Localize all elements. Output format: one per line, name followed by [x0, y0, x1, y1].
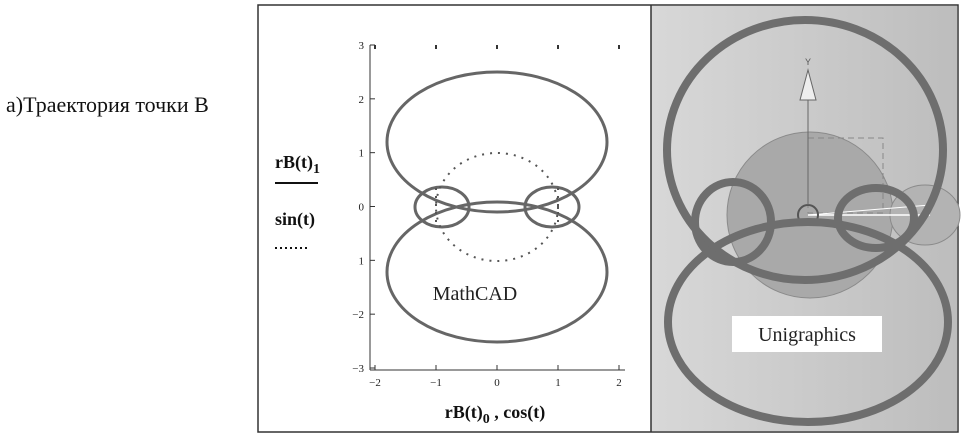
plot-annotation: MathCAD: [433, 283, 517, 305]
axis-label: Y: [805, 57, 811, 67]
x-tick-label: −1: [430, 377, 442, 389]
x-tick-label: 0: [494, 377, 500, 389]
y-tick-label: 0: [359, 202, 365, 214]
y-tick-label: −3: [352, 363, 364, 375]
y-tick-label: 1: [359, 148, 365, 160]
x-tick-label: 1: [555, 377, 561, 389]
caption: а)Траектория точки В: [6, 92, 209, 117]
y-tick-label: 3: [359, 40, 365, 52]
y-tick-label: 1: [359, 255, 365, 267]
y-tick-label: 2: [359, 94, 365, 106]
y-label-bottom: sin(t): [275, 209, 315, 230]
x-tick-label: −2: [369, 377, 381, 389]
figure: а)Траектория точки В −2 −1 0 1 2 3 2 1 0 1 −2 −3 Ma…: [0, 0, 962, 437]
x-tick-label: 2: [616, 377, 622, 389]
y-tick-label: −2: [352, 309, 364, 321]
screenshot-annotation: Unigraphics: [758, 324, 856, 346]
